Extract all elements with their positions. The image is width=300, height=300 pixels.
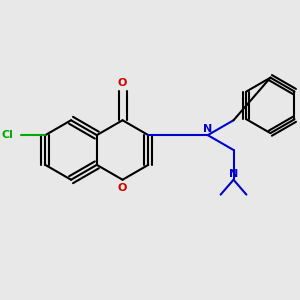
Text: O: O	[118, 78, 127, 88]
Text: N: N	[229, 169, 238, 179]
Text: O: O	[118, 183, 127, 193]
Text: Cl: Cl	[2, 130, 14, 140]
Text: N: N	[203, 124, 212, 134]
